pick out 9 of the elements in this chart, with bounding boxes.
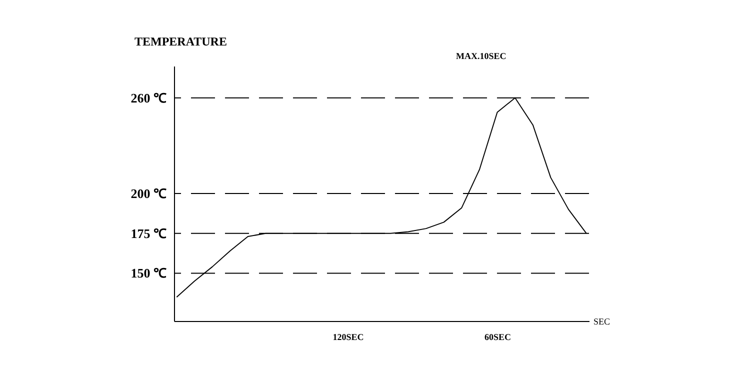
x-axis-title: SEC xyxy=(594,316,610,326)
y-tick-label: 175 ℃ xyxy=(130,226,166,241)
y-tick-label: 150 ℃ xyxy=(130,266,166,281)
y-axis-title: TEMPERATURE xyxy=(134,34,227,48)
text: MAX.10SEC xyxy=(456,51,506,61)
y-tick-label: 260 ℃ xyxy=(130,90,166,106)
y-tick-label: 200 ℃ xyxy=(130,186,166,201)
text: 120SEC xyxy=(332,332,364,342)
text: 60SEC xyxy=(484,332,511,342)
